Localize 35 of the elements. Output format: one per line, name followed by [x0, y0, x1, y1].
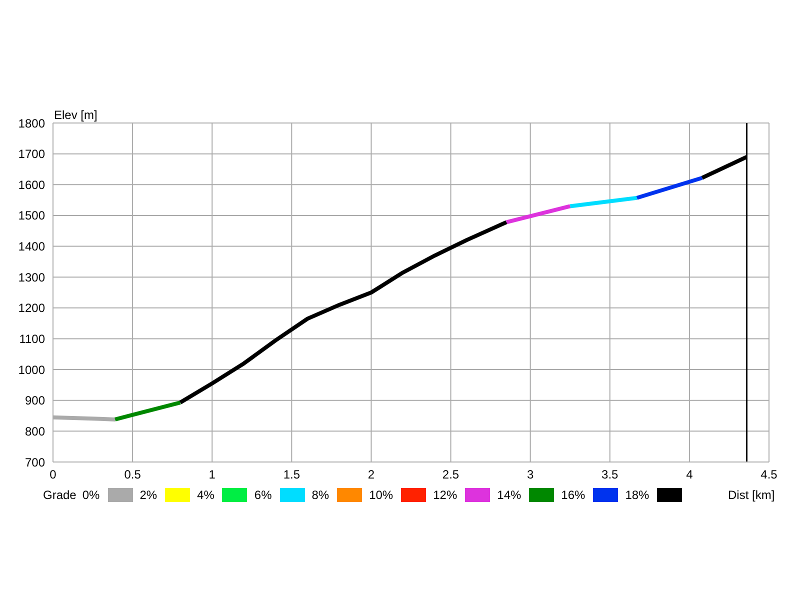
legend-label: 4% [197, 488, 214, 502]
x-tick-label: 1 [208, 468, 216, 482]
y-axis-title: Elev [m] [54, 108, 98, 122]
x-axis-title: Dist [km] [728, 488, 775, 502]
x-tick-label: 4 [686, 468, 694, 482]
legend-label: 18% [625, 488, 650, 502]
legend-label: 8% [312, 488, 330, 502]
y-tick-label: 1500 [18, 208, 46, 223]
x-tick-label: 4.5 [760, 468, 778, 482]
x-tick-label: 2 [368, 468, 375, 482]
y-tick-label: 1300 [18, 270, 46, 284]
legend-label: 10% [369, 488, 394, 502]
y-tick-label: 1100 [19, 332, 46, 346]
legend-label: 16% [561, 488, 586, 502]
x-tick-label: 3.5 [602, 468, 619, 482]
y-tick-label: 1200 [18, 301, 46, 316]
y-tick-label: 1400 [18, 240, 46, 254]
legend-label: 6% [254, 488, 272, 502]
legend-label: 2% [140, 488, 158, 502]
legend-title: Grade [43, 488, 76, 502]
y-tick-label: 800 [24, 424, 46, 438]
legend-label: 14% [497, 488, 522, 502]
x-tick-label: 3 [526, 468, 534, 482]
y-tick-label: 900 [24, 394, 46, 408]
y-tick-label: 1600 [18, 178, 46, 192]
legend-label: 12% [433, 488, 458, 502]
y-tick-label: 1800 [18, 116, 46, 130]
x-tick-label: 0.5 [124, 468, 142, 482]
x-tick-label: 1.5 [283, 468, 300, 482]
x-tick-label: 2.5 [442, 468, 460, 482]
y-tick-label: 700 [24, 455, 46, 470]
x-tick-label: 0 [50, 468, 57, 482]
legend-label: 0% [82, 488, 100, 502]
y-tick-label: 1700 [18, 147, 46, 162]
y-tick-label: 1000 [18, 362, 46, 377]
